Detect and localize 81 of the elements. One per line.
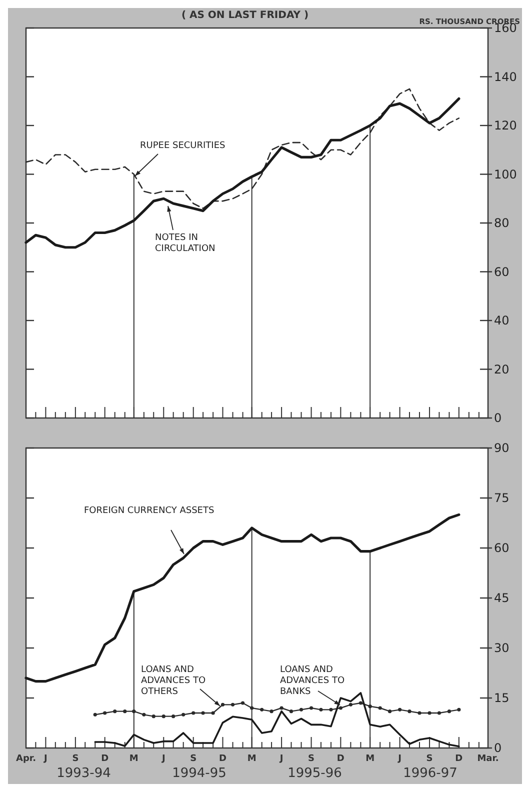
x-tick-label: J	[397, 754, 402, 764]
y-tick-label: 75	[494, 491, 510, 506]
x-tick-label: D	[101, 754, 109, 764]
point	[398, 708, 402, 712]
point	[172, 714, 176, 718]
x-tick-label: S	[72, 754, 79, 764]
point	[220, 702, 225, 706]
point	[113, 710, 117, 714]
chart-title: ( AS ON LAST FRIDAY )	[181, 10, 309, 21]
line-series	[24, 513, 460, 683]
x-tick-label: S	[308, 754, 315, 764]
y-tick-label: 90	[494, 441, 510, 456]
x-tick-label: M	[247, 754, 256, 764]
text: 1995-96	[288, 766, 342, 781]
point	[447, 710, 452, 714]
point	[378, 706, 382, 710]
point	[428, 711, 432, 715]
point	[309, 706, 314, 710]
y-tick-label: 120	[494, 118, 517, 133]
y-tick-label: 0	[494, 741, 502, 756]
y-tick-label: 60	[494, 264, 510, 279]
point	[182, 712, 186, 716]
text: 1996-97	[403, 766, 458, 781]
point	[132, 710, 136, 714]
y-tick-label: 60	[494, 541, 510, 556]
series-label: LOANS AND ADVANCES TO OTHERS	[141, 665, 206, 697]
text: 1994-95	[172, 766, 226, 781]
point	[123, 710, 127, 714]
point	[437, 711, 442, 715]
y-tick-label: 140	[494, 70, 517, 84]
point	[152, 714, 156, 718]
x-tick-label: M	[129, 754, 138, 764]
x-tick-label: S	[190, 754, 197, 764]
point	[211, 711, 215, 715]
x-tick-label: Mar.	[477, 754, 499, 764]
point	[408, 710, 412, 714]
point	[368, 704, 372, 708]
point	[103, 711, 107, 715]
point	[348, 702, 352, 706]
text: RUPEE SECURITIES	[140, 141, 226, 151]
point	[388, 710, 392, 714]
point	[230, 702, 235, 706]
y-tick-label: 15	[494, 691, 510, 706]
series-label: LOANS AND ADVANCES TO BANKS	[280, 665, 345, 697]
text: FOREIGN CURRENCY ASSETS	[84, 506, 214, 516]
y-tick-label: 100	[494, 167, 517, 182]
x-tick-label: M	[366, 754, 375, 764]
point	[358, 701, 363, 705]
x-tick-label: Apr.	[16, 754, 36, 764]
x-tick-label: D	[455, 754, 463, 764]
point	[457, 708, 461, 712]
y-tick-label: 40	[494, 314, 510, 328]
point	[93, 712, 97, 716]
point	[240, 701, 245, 705]
y-tick-label: 30	[494, 641, 510, 656]
point	[142, 712, 146, 716]
x-tick-label: D	[336, 754, 344, 764]
text: NOTES IN CIRCULATION	[155, 233, 216, 254]
point	[319, 708, 323, 712]
text: 1993-94	[56, 766, 111, 781]
point	[260, 708, 264, 712]
y-tick-label: 80	[494, 216, 510, 230]
point	[162, 714, 166, 718]
point	[192, 711, 196, 715]
x-tick-label: J	[43, 754, 48, 764]
y-tick-label: 20	[494, 362, 510, 376]
point	[289, 710, 294, 714]
point	[201, 711, 205, 715]
y-tick-label: 0	[494, 411, 502, 426]
point	[418, 711, 422, 715]
point	[338, 706, 342, 710]
x-tick-label: J	[278, 754, 284, 764]
x-tick-label: S	[426, 754, 433, 764]
x-tick-label: J	[160, 754, 166, 764]
y-tick-label: 45	[494, 591, 510, 606]
point	[280, 706, 284, 710]
x-tick-label: D	[219, 754, 226, 764]
point	[250, 706, 254, 710]
point	[329, 708, 333, 712]
point	[299, 708, 304, 712]
point	[270, 710, 274, 714]
